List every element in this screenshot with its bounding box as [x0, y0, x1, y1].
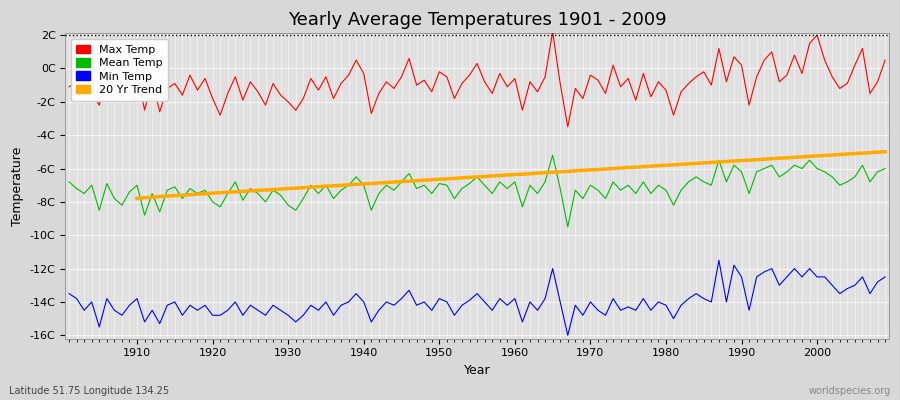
- Text: Latitude 51.75 Longitude 134.25: Latitude 51.75 Longitude 134.25: [9, 386, 169, 396]
- X-axis label: Year: Year: [464, 364, 490, 377]
- Y-axis label: Temperature: Temperature: [11, 146, 24, 226]
- Title: Yearly Average Temperatures 1901 - 2009: Yearly Average Temperatures 1901 - 2009: [288, 11, 666, 29]
- Text: worldspecies.org: worldspecies.org: [809, 386, 891, 396]
- Legend: Max Temp, Mean Temp, Min Temp, 20 Yr Trend: Max Temp, Mean Temp, Min Temp, 20 Yr Tre…: [71, 39, 167, 100]
